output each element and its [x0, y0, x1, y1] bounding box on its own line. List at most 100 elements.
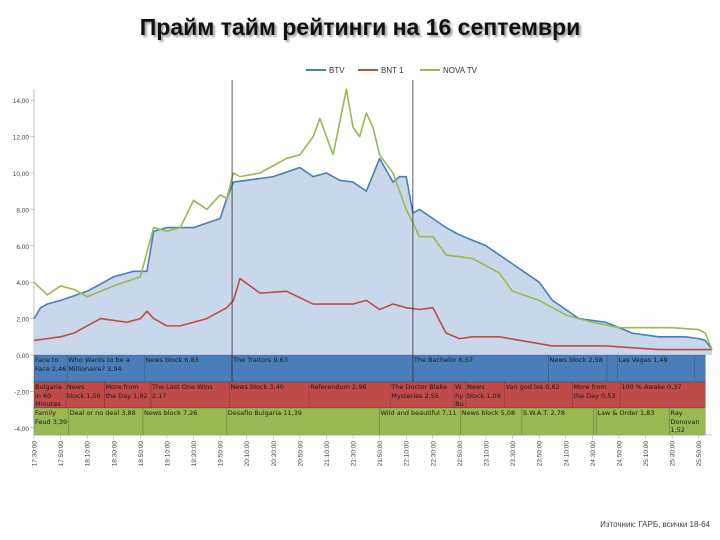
- program-block: [308, 381, 391, 409]
- btv-area: [34, 158, 712, 355]
- program-block: [521, 407, 594, 436]
- x-tick-label: 18:50:00: [138, 441, 145, 467]
- program-label: More from the Day 0,53: [573, 383, 616, 400]
- x-tick-label: 23:50:00: [537, 441, 544, 467]
- program-label-box: The Traitors 9,63: [233, 356, 288, 364]
- program-label: The Traitors 9,63: [233, 356, 288, 364]
- program-label-box: Ray Donovan 1,52: [670, 409, 700, 434]
- program-label: Deal or no deal 3,88: [69, 409, 136, 417]
- program-label: Referendum 2,96: [310, 383, 367, 391]
- series-line-nova-tv: [33, 88, 713, 350]
- y-tick-label: 8,00: [16, 207, 29, 214]
- y-tick-label: -4,00: [14, 426, 29, 433]
- program-label-box: Family Feud 3,39: [35, 409, 68, 426]
- program-label-box: Who Wants to be a Millionaire? 3,94: [68, 356, 130, 373]
- x-tick-label: 17:50:00: [58, 441, 65, 467]
- program-label-box: News block 7,26: [144, 409, 197, 417]
- program-block: [231, 354, 414, 383]
- program-block: [669, 407, 706, 436]
- program-block: [572, 381, 621, 409]
- program-label: W hy Bu: [455, 383, 464, 408]
- series-line-bnt-1: [33, 277, 712, 351]
- x-tick-label: 19:10:00: [164, 441, 171, 467]
- program-label-box: News block 5,08: [461, 409, 516, 417]
- program-label: Family Feud 3,39: [35, 409, 68, 426]
- program-label-box: 100 % Awake 0,37: [621, 383, 682, 391]
- program-label: Face to Face 2,46: [35, 356, 67, 373]
- program-label-box: Las Vegas 1,49: [619, 356, 668, 364]
- y-tick-label: 10,00: [13, 171, 30, 178]
- program-label-box: Deal or no deal 3,88: [69, 409, 136, 417]
- program-label-box: News block 2,58: [549, 356, 603, 364]
- program-label-box: News block 6,83: [145, 356, 198, 364]
- program-label-box: Van god los 0,62: [505, 383, 560, 391]
- program-label-box: S.W.A.T. 2,78: [523, 409, 565, 417]
- program-block: [548, 354, 608, 383]
- x-tick-label: 22:50:00: [457, 441, 464, 467]
- program-block: [606, 354, 618, 383]
- ratings-chart: BTV BNT 1 NOVA TV 14,00 12,00 10,00 8,00 6,00 4,…: [13, 66, 713, 467]
- x-tick-label: 20:10:00: [244, 441, 251, 467]
- x-tick-label: 25:50:00: [696, 441, 703, 467]
- program-block: [144, 354, 233, 383]
- x-tick-label: 20:50:00: [297, 441, 304, 467]
- program-label: Ray Donovan 1,52: [670, 409, 700, 434]
- program-label-box: Law & Order 1,83: [597, 409, 655, 417]
- program-label: Wild and beautiful 7,11: [380, 409, 457, 417]
- program-block: [33, 407, 69, 436]
- program-label-box: The Doctor Blake Mysteries 2,55: [391, 383, 448, 400]
- program-block: [504, 381, 573, 409]
- x-tick-label: 20:30:00: [271, 441, 278, 467]
- program-label: The Bachelor 6,57: [413, 356, 474, 364]
- y-tick-label: 4,00: [16, 280, 29, 287]
- program-block: [33, 381, 67, 409]
- program-label: The Last One Wins 2,17: [151, 383, 213, 400]
- program-label-box: More from the Day 1,92: [105, 383, 147, 400]
- program-label: The Doctor Blake Mysteries 2,55: [391, 383, 448, 400]
- program-block: [68, 407, 144, 436]
- program-label-box: Bulgaria in 60 Minutes: [35, 383, 62, 408]
- program-label-box: The Bachelor 6,57: [413, 356, 474, 364]
- program-label: 100 % Awake 0,37: [621, 383, 682, 391]
- program-label-box: Referendum 2,96: [310, 383, 367, 391]
- x-tick-label: 18:30:00: [111, 441, 118, 467]
- source-note: Източник: ГАРБ, всички 18-64: [600, 520, 710, 529]
- program-block: [389, 381, 455, 409]
- program-label: Desafío Bulgaria 11,39: [227, 409, 302, 417]
- x-tick-label: 17:30:00: [32, 441, 39, 467]
- program-label: Van god los 0,62: [505, 383, 560, 391]
- y-tick-label: 0,00: [16, 353, 29, 360]
- program-label: News block 5,08: [461, 409, 516, 417]
- program-label: Who Wants to be a Millionaire? 3,94: [68, 356, 130, 373]
- y-tick-label: -2,00: [14, 389, 29, 396]
- y-tick-label: 12,00: [13, 135, 30, 142]
- x-tick-label: 23:10:00: [484, 441, 491, 467]
- program-block: [619, 381, 706, 409]
- program-block: [694, 354, 706, 383]
- y-tick-label: 2,00: [16, 317, 29, 324]
- program-label-box: Desafío Bulgaria 11,39: [227, 409, 302, 417]
- program-label: News block 1,09: [467, 383, 501, 400]
- program-label: News block 2,58: [549, 356, 603, 364]
- program-label-box: News block 3,40: [230, 383, 284, 391]
- x-tick-label: 22:30:00: [430, 441, 437, 467]
- program-block: [142, 407, 228, 436]
- x-tick-label: 23:30:00: [510, 441, 517, 467]
- x-tick-label: 25:30:00: [670, 441, 677, 467]
- program-label-box: The Last One Wins 2,17: [151, 383, 213, 400]
- program-block: [229, 381, 310, 409]
- program-label: Bulgaria in 60 Minutes: [35, 383, 62, 408]
- legend-label: BTV: [329, 66, 345, 75]
- x-tick-label: 24:10:00: [563, 441, 570, 467]
- x-tick-label: 22:10:00: [404, 441, 411, 467]
- program-block: [593, 407, 597, 436]
- x-tick-label: 25:10:00: [643, 441, 650, 467]
- x-tick-label: 18:10:00: [85, 441, 92, 467]
- x-tick-label: 21:10:00: [324, 441, 331, 467]
- program-label: News block 1,56: [66, 383, 101, 400]
- program-label: News block 3,40: [230, 383, 284, 391]
- program-block: [379, 407, 462, 436]
- program-label: Law & Order 1,83: [597, 409, 655, 417]
- program-block: [66, 354, 145, 383]
- program-label-box: More from the Day 0,53: [573, 383, 616, 400]
